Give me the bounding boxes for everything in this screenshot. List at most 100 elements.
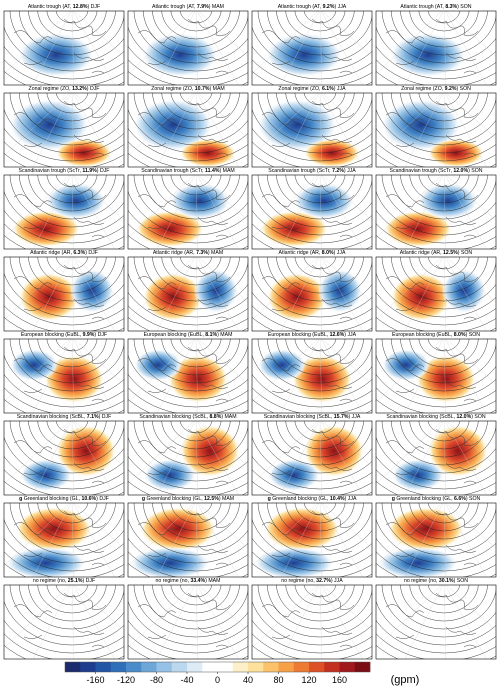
coastline — [13, 182, 107, 238]
contour — [152, 585, 240, 622]
map-panel: Scandinavian trough (ScTr, 11.9%) DJF — [3, 168, 125, 250]
panel-season: ) SON — [466, 332, 481, 338]
contour — [418, 503, 470, 524]
graticule — [72, 93, 115, 167]
contour — [427, 503, 461, 516]
contour — [133, 257, 248, 310]
panel-title: Scandinavian blocking (ScBL, 7.1%) DJF — [17, 414, 112, 420]
graticule — [404, 175, 444, 249]
coastline — [13, 592, 107, 648]
panel-title: Scandinavian blocking (ScBL, 12.0%) SON — [386, 414, 485, 420]
map — [4, 503, 124, 577]
contour — [133, 11, 248, 64]
map-frame — [127, 338, 249, 414]
panel-title: Zonal regime (ZO, 10.7%) MAM — [151, 86, 225, 92]
contour — [128, 518, 248, 564]
graticule — [404, 503, 444, 577]
contour — [4, 456, 124, 490]
anomaly-field — [304, 425, 364, 477]
coastline — [385, 510, 479, 566]
graticule — [321, 503, 372, 549]
coastline — [261, 510, 355, 566]
anomaly-field — [260, 211, 328, 247]
coastline — [385, 100, 479, 156]
graticule — [197, 585, 248, 631]
panel-season: ) DJF — [96, 496, 109, 502]
graticule — [73, 503, 124, 549]
anomaly-field — [10, 349, 58, 381]
contour — [9, 421, 124, 474]
panel-frequency: 12.0% — [453, 168, 468, 174]
contour — [303, 257, 337, 270]
graticule — [195, 503, 198, 577]
contour — [133, 585, 248, 638]
map-frame — [3, 584, 125, 660]
anomaly-field — [304, 139, 360, 167]
map-panel: Scandinavian trough (ScTr, 12.0%) SON — [375, 168, 497, 250]
contour — [18, 339, 124, 384]
colorbar-bin — [248, 662, 264, 672]
graticule — [252, 585, 319, 649]
colorbar-bin — [217, 662, 234, 672]
contour — [381, 257, 496, 310]
graticule — [280, 585, 320, 659]
graticule — [321, 585, 372, 631]
map — [128, 421, 248, 495]
colorbar-bin — [202, 662, 218, 672]
contour — [381, 93, 496, 146]
colorbar-tick-label: -40 — [180, 675, 193, 685]
contour — [179, 93, 213, 106]
contour — [303, 339, 337, 352]
coastline — [137, 592, 231, 648]
anomaly-field — [266, 33, 342, 77]
map-frame — [3, 420, 125, 496]
contour — [170, 93, 222, 114]
panel-title: Atlantic trough (AT, 7.9%) MAM — [152, 4, 224, 10]
graticule — [156, 93, 196, 167]
contour — [418, 421, 470, 442]
contour — [409, 257, 479, 286]
panel-season: ) MAM — [209, 86, 224, 92]
graticule — [156, 503, 196, 577]
graticule — [444, 339, 487, 413]
colorbar-bin — [232, 662, 249, 672]
graticule — [4, 339, 71, 403]
contour — [46, 257, 98, 278]
map-frame — [3, 174, 125, 250]
map-frame — [127, 420, 249, 496]
colorbar-tick-label: 0 — [215, 675, 220, 685]
contour — [400, 175, 488, 212]
colorbar-tick-label: -80 — [150, 675, 163, 685]
contour — [276, 11, 364, 48]
map — [4, 93, 124, 167]
contour — [381, 339, 496, 392]
contour — [400, 503, 488, 540]
colorbar-tick-label: 40 — [243, 675, 253, 685]
contour — [55, 11, 89, 24]
contour — [376, 620, 496, 654]
anomaly-field — [12, 211, 80, 247]
graticule — [320, 175, 363, 249]
contour — [133, 339, 248, 392]
contour — [142, 257, 248, 302]
coastline — [261, 182, 355, 238]
map-panel: Atlantic trough (AT, 9.2%) JJA — [251, 4, 373, 86]
graticule — [32, 93, 72, 167]
map-frame — [375, 420, 497, 496]
contour — [257, 257, 372, 310]
map — [252, 503, 372, 577]
graticule — [197, 503, 248, 549]
graticule — [128, 93, 195, 157]
coastline — [137, 346, 231, 402]
panel-title: Atlantic ridge (AR, 6.3%) DJF — [30, 250, 98, 256]
contour — [294, 93, 346, 114]
graticule — [32, 257, 72, 331]
contour — [285, 257, 355, 286]
panel-frequency: 12.6% — [330, 332, 345, 338]
panel-regime: Zonal regime (ZO, — [401, 86, 445, 92]
panel-title: European blocking (EuBL, 9.9%) DJF — [21, 332, 107, 338]
coastline — [137, 18, 231, 74]
contour — [252, 46, 372, 80]
map-frame — [375, 92, 497, 168]
contour — [46, 503, 98, 524]
